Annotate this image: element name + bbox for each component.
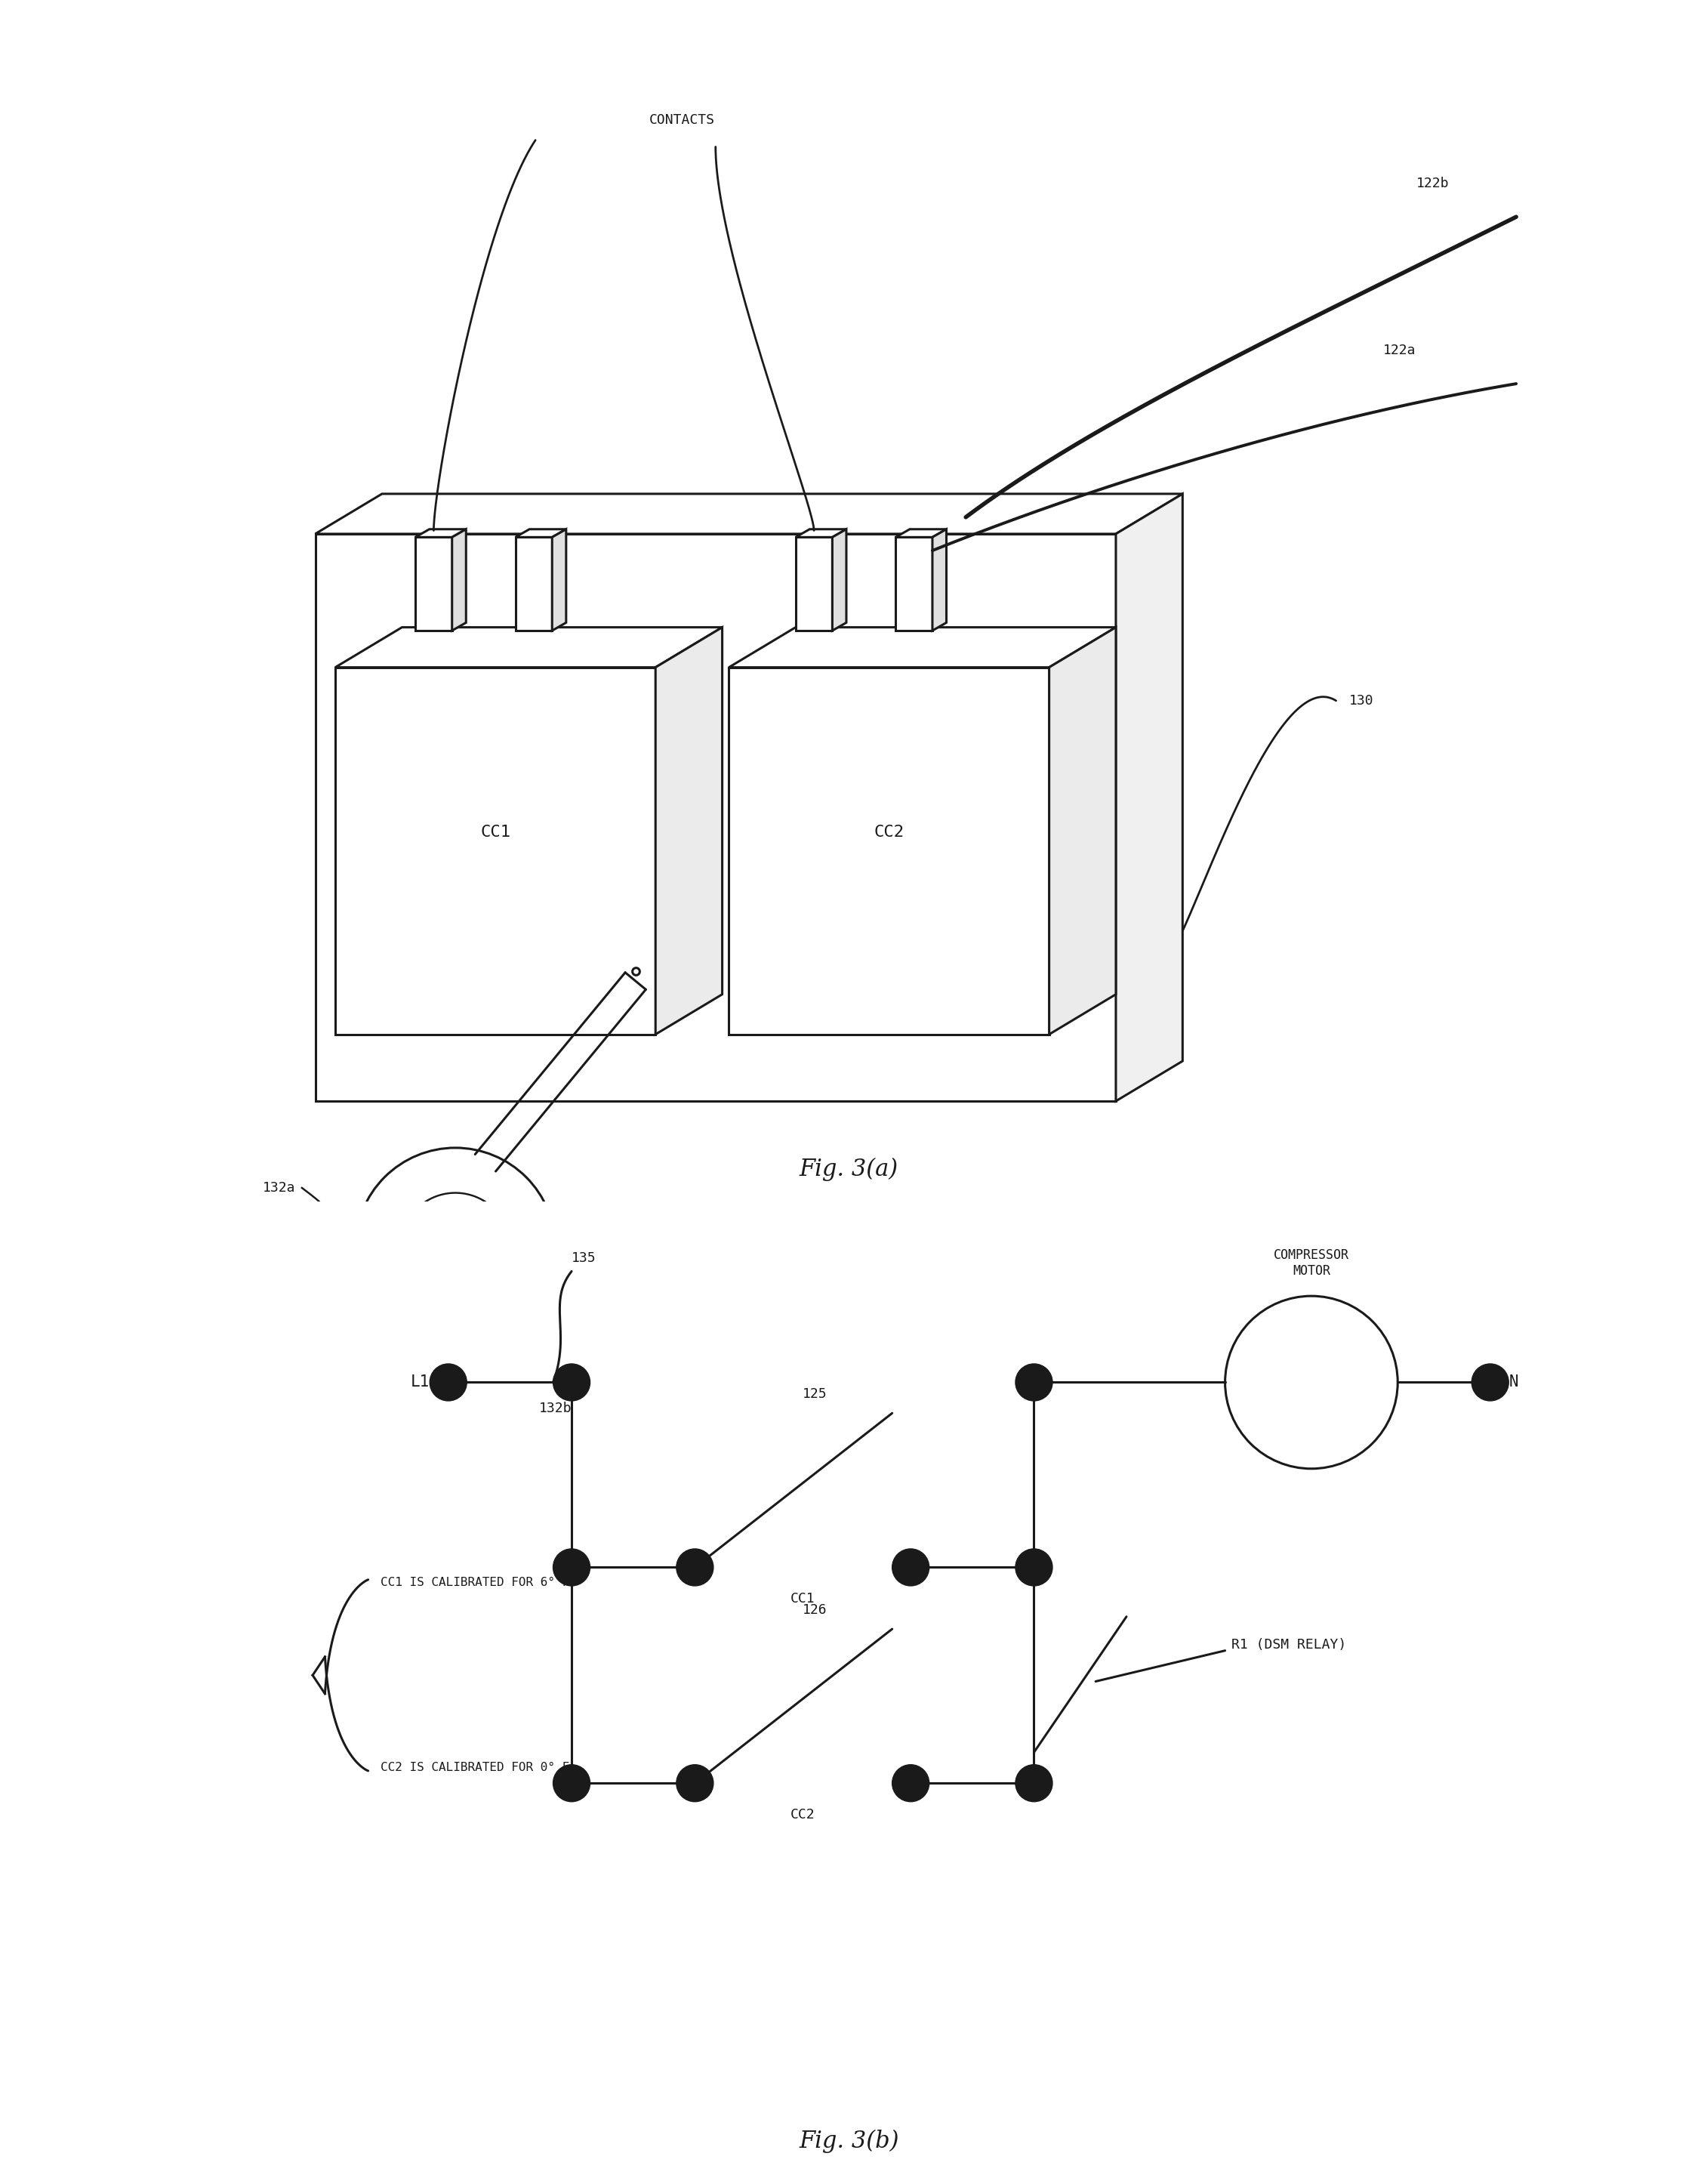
Circle shape [1472,1363,1508,1400]
Polygon shape [897,529,946,537]
FancyBboxPatch shape [796,537,832,631]
Circle shape [430,1363,467,1400]
FancyBboxPatch shape [728,668,1049,1035]
Polygon shape [1116,494,1182,1101]
Text: CC2: CC2 [874,826,903,841]
Text: 122a: 122a [1382,343,1416,358]
Text: 135: 135 [572,1251,596,1265]
FancyBboxPatch shape [516,537,552,631]
Text: 125: 125 [803,1387,827,1400]
Circle shape [676,1548,713,1586]
Polygon shape [796,529,846,537]
Text: 132a: 132a [263,1182,295,1195]
Circle shape [1015,1363,1053,1400]
Text: Fig. 3(a): Fig. 3(a) [800,1158,898,1182]
Text: L1: L1 [411,1374,430,1389]
Text: Fig. 3(b): Fig. 3(b) [800,2129,898,2153]
Text: CC1 IS CALIBRATED FOR 6° F: CC1 IS CALIBRATED FOR 6° F [380,1577,569,1588]
FancyBboxPatch shape [316,533,1116,1101]
Polygon shape [316,494,1182,533]
Text: R1 (DSM RELAY): R1 (DSM RELAY) [1231,1638,1347,1651]
Text: 126: 126 [803,1603,827,1616]
Circle shape [891,1548,929,1586]
Text: 130: 130 [1350,695,1374,708]
Circle shape [676,1765,713,1802]
FancyBboxPatch shape [416,537,452,631]
Circle shape [554,1363,591,1400]
Polygon shape [932,529,946,631]
Polygon shape [335,627,722,668]
Polygon shape [832,529,846,631]
Text: 122b: 122b [1416,177,1448,190]
Polygon shape [516,529,565,537]
Text: COMPRESSOR
MOTOR: COMPRESSOR MOTOR [1274,1249,1350,1278]
FancyBboxPatch shape [335,668,655,1035]
Polygon shape [1049,627,1116,1035]
Text: CC2 IS CALIBRATED FOR 0° F: CC2 IS CALIBRATED FOR 0° F [380,1762,569,1773]
Text: 132b: 132b [538,1402,572,1415]
Polygon shape [655,627,722,1035]
Text: N: N [1508,1374,1518,1389]
FancyBboxPatch shape [897,537,932,631]
Text: CC2: CC2 [791,1808,815,1821]
Polygon shape [416,529,465,537]
Circle shape [554,1548,591,1586]
Polygon shape [728,627,1116,668]
Circle shape [1015,1765,1053,1802]
Text: CC1: CC1 [481,826,511,841]
Polygon shape [552,529,565,631]
Polygon shape [452,529,465,631]
Text: CONTACTS: CONTACTS [649,114,715,127]
Circle shape [554,1765,591,1802]
Text: CC1: CC1 [791,1592,815,1605]
Circle shape [1015,1548,1053,1586]
Circle shape [891,1765,929,1802]
